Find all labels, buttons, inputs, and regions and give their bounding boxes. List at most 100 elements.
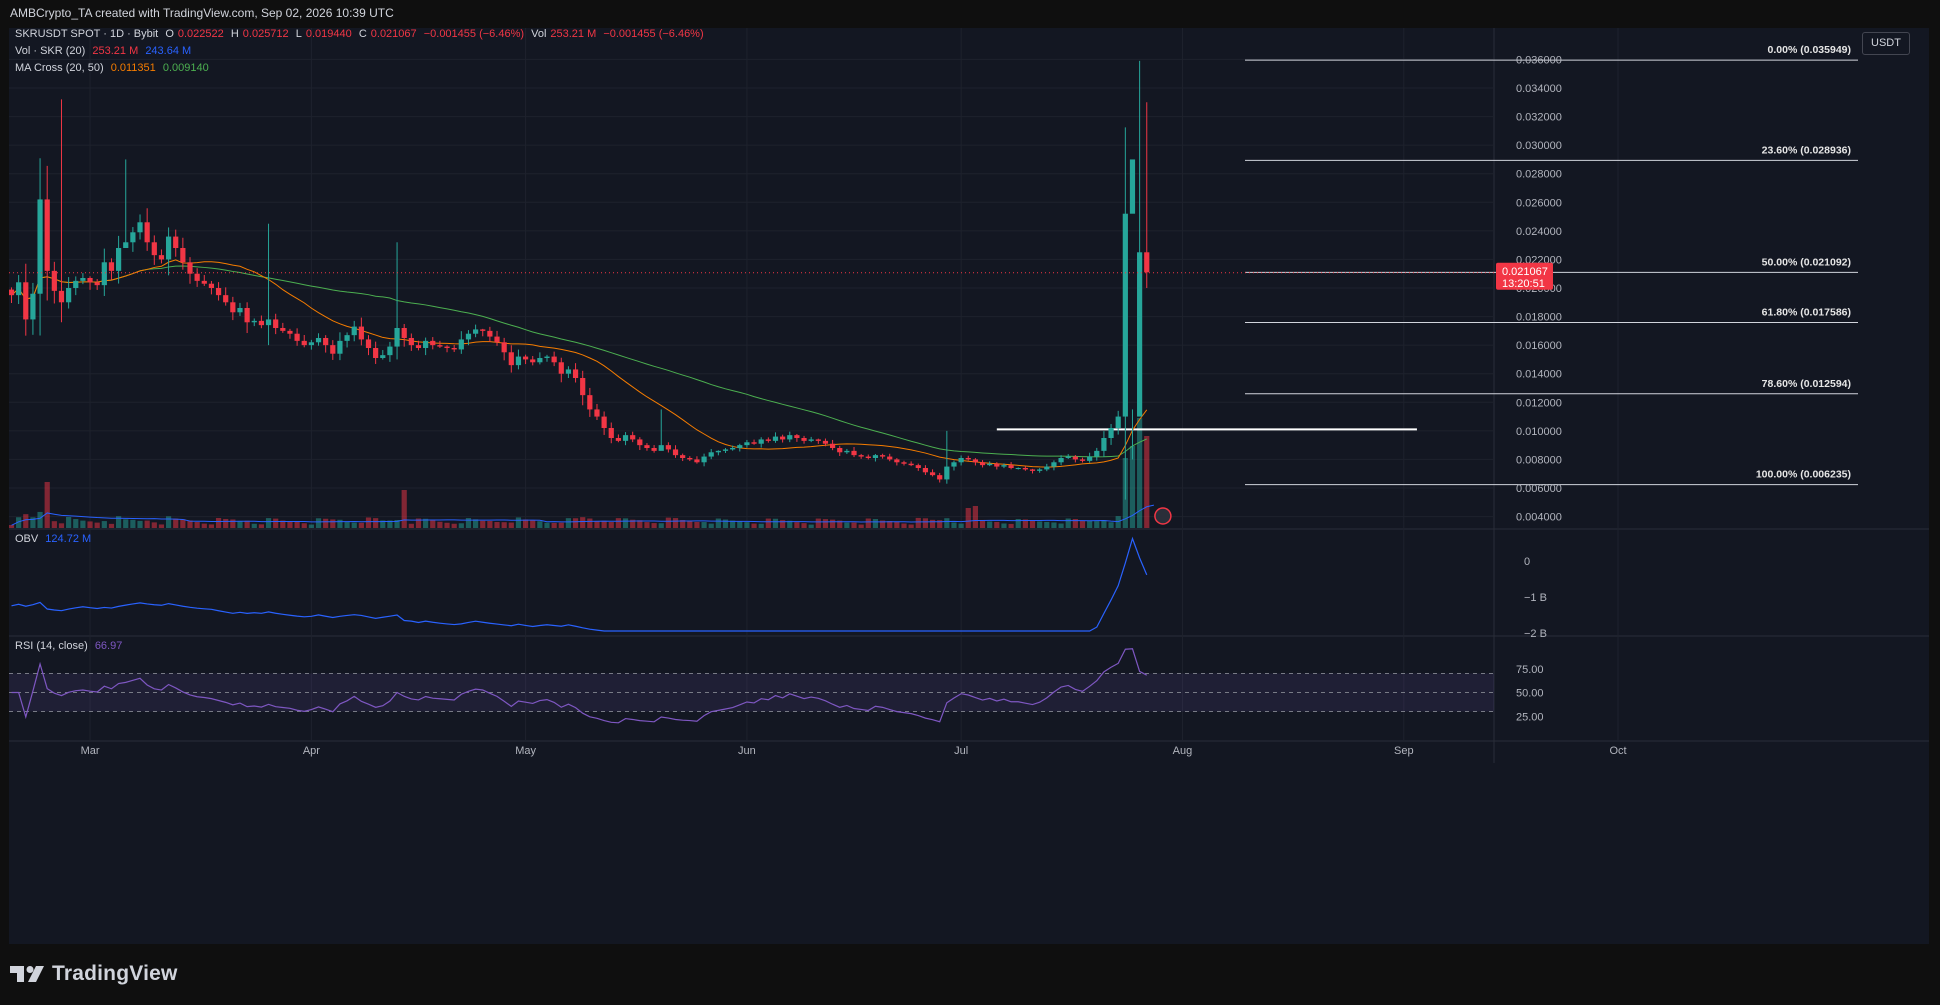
candle-body	[1051, 462, 1057, 467]
candle-body	[144, 222, 150, 243]
rsi-tick-label: 75.00	[1516, 664, 1544, 676]
fib-level-label: 23.60% (0.028936)	[1762, 144, 1851, 156]
volume-bar	[1072, 519, 1078, 528]
volume-bar	[223, 518, 229, 528]
volume-bar	[815, 518, 821, 528]
volume-bar	[887, 521, 893, 528]
volume-bar	[244, 520, 250, 528]
volume-bar	[201, 523, 207, 528]
volume-bar	[515, 517, 522, 528]
candle-body	[251, 320, 257, 323]
candle-body	[180, 248, 186, 263]
candle-body	[237, 308, 243, 313]
candle-body	[601, 416, 607, 428]
candle-body	[994, 463, 1000, 467]
candle-body	[1058, 458, 1064, 463]
candle-body	[44, 199, 50, 271]
price-tick-label: 0.032000	[1516, 112, 1562, 124]
tradingview-logo[interactable]: TradingView	[10, 962, 178, 986]
price-tick-label: 0.036000	[1516, 54, 1562, 66]
candle-body	[1101, 438, 1107, 451]
candle-body	[51, 270, 57, 291]
candle-body	[187, 262, 193, 274]
vol-ma-value: 243.64 M	[145, 45, 192, 57]
candle-body	[765, 439, 771, 441]
volume-bar	[173, 518, 179, 528]
high-value: 0.025712	[242, 28, 289, 40]
volume-bar	[622, 518, 629, 528]
candle-body	[401, 328, 407, 338]
volume-bar	[922, 518, 929, 528]
chart-caption: AMBCrypto_TA created with TradingView.co…	[0, 0, 1940, 27]
candle-body	[865, 456, 871, 458]
candle-body	[530, 359, 536, 363]
volume-bar	[730, 520, 736, 528]
candle-body	[787, 435, 793, 440]
volume-bar	[144, 520, 150, 528]
candle-body	[301, 340, 307, 346]
volume-bar	[1015, 519, 1021, 528]
volume-bar	[865, 518, 871, 528]
obv-line	[11, 536, 1148, 632]
volume-bar	[280, 520, 286, 528]
candle-body	[230, 302, 236, 313]
volume-bar	[715, 518, 721, 528]
fib-level-label: 78.60% (0.012594)	[1762, 378, 1851, 390]
candle-body	[951, 462, 957, 467]
candle-body	[622, 435, 629, 441]
volume-bar	[1029, 520, 1036, 528]
candle-body	[101, 262, 107, 286]
candle-body	[744, 442, 750, 446]
volume-bar	[508, 522, 514, 528]
volume-bar	[430, 520, 436, 528]
ma-label: MA Cross (20, 50)	[15, 62, 104, 74]
volume-bar	[794, 522, 800, 528]
grid-lines	[9, 28, 1929, 763]
currency-button[interactable]: USDT	[1862, 32, 1910, 55]
volume-bar	[1129, 446, 1136, 528]
volume-bar	[1087, 520, 1093, 528]
candle-body	[1072, 456, 1078, 460]
price-tick-label: 0.018000	[1516, 312, 1562, 324]
volume-bar	[1058, 523, 1064, 528]
volume-bar	[30, 517, 36, 528]
volume-bar	[358, 522, 364, 528]
candle-body	[315, 338, 322, 343]
price-tick-label: 0.016000	[1516, 340, 1562, 352]
candle-body	[680, 455, 686, 458]
obv-legend: OBV 124.72 M	[15, 533, 95, 545]
candle-body	[194, 273, 200, 281]
volume-bar	[944, 518, 950, 528]
candle-body	[151, 242, 157, 256]
volume-bar	[44, 482, 50, 528]
candle-body	[822, 440, 829, 444]
tradingview-logo-icon	[10, 966, 44, 982]
candle-body	[130, 232, 136, 243]
price-tick-label: 0.004000	[1516, 512, 1562, 524]
candle-body	[480, 329, 486, 331]
volume-bar	[123, 519, 129, 528]
volume-bar	[101, 521, 107, 528]
volume-bar	[487, 521, 493, 528]
time-tick-label: May	[515, 745, 536, 757]
candle-body	[337, 340, 343, 354]
candle-body	[908, 463, 914, 466]
volume-bar	[444, 522, 450, 528]
time-tick-label: Sep	[1394, 745, 1414, 757]
volume-bar	[80, 520, 86, 528]
candle-body	[137, 222, 143, 233]
vol-change: −0.001455 (−6.46%)	[603, 28, 704, 40]
candle-body	[987, 463, 993, 466]
candle-body	[858, 455, 864, 457]
close-value: 0.021067	[370, 28, 417, 40]
volume-bar	[265, 518, 272, 528]
footer	[0, 944, 1940, 1005]
vol-indicator-label: Vol · SKR (20)	[15, 45, 86, 57]
candle-body	[1001, 465, 1007, 467]
price-tick-label: 0.030000	[1516, 140, 1562, 152]
volume-bar	[258, 524, 264, 528]
time-tick-label: Apr	[303, 745, 320, 757]
vol-label: Vol	[531, 28, 547, 40]
volume-bar	[994, 521, 1000, 528]
volume-bar	[116, 516, 122, 528]
